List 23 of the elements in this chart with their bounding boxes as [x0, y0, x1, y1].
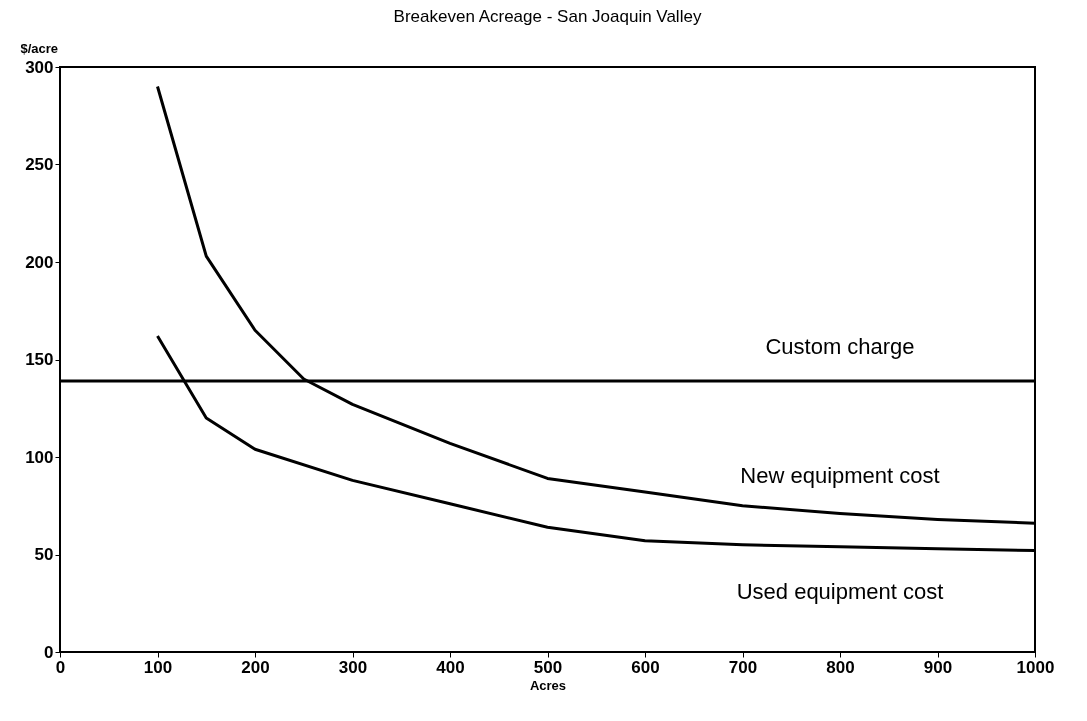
x-tick-label: 700 [728, 657, 758, 677]
series-label: New equipment cost [740, 462, 940, 488]
x-tick-label: 800 [826, 657, 855, 677]
y-tick-label: 150 [25, 350, 54, 369]
x-tick-label: 500 [533, 657, 563, 677]
series-label: Used equipment cost [736, 578, 944, 604]
y-axis-title: $/acre [20, 40, 59, 56]
chart-title: Breakeven Acreage - San Joaquin Valley [393, 7, 702, 26]
y-tick-label: 300 [25, 57, 54, 77]
x-axis-title: Acres [529, 677, 567, 693]
x-tick-label: 400 [436, 657, 465, 677]
y-tick-label: 250 [25, 155, 54, 174]
ref-line-label: Custom charge [765, 333, 915, 359]
y-tick-label: 200 [25, 252, 54, 272]
x-tick-label: 900 [923, 657, 953, 677]
x-tick-label: 200 [241, 657, 270, 677]
y-tick-label: 0 [44, 642, 54, 662]
x-tick-label: 300 [338, 657, 368, 677]
y-tick-label: 50 [34, 545, 54, 564]
x-tick-label: 600 [631, 657, 660, 677]
x-tick-label: 100 [143, 657, 173, 677]
x-tick-label: 1000 [1016, 657, 1055, 677]
y-tick-label: 100 [25, 447, 54, 467]
